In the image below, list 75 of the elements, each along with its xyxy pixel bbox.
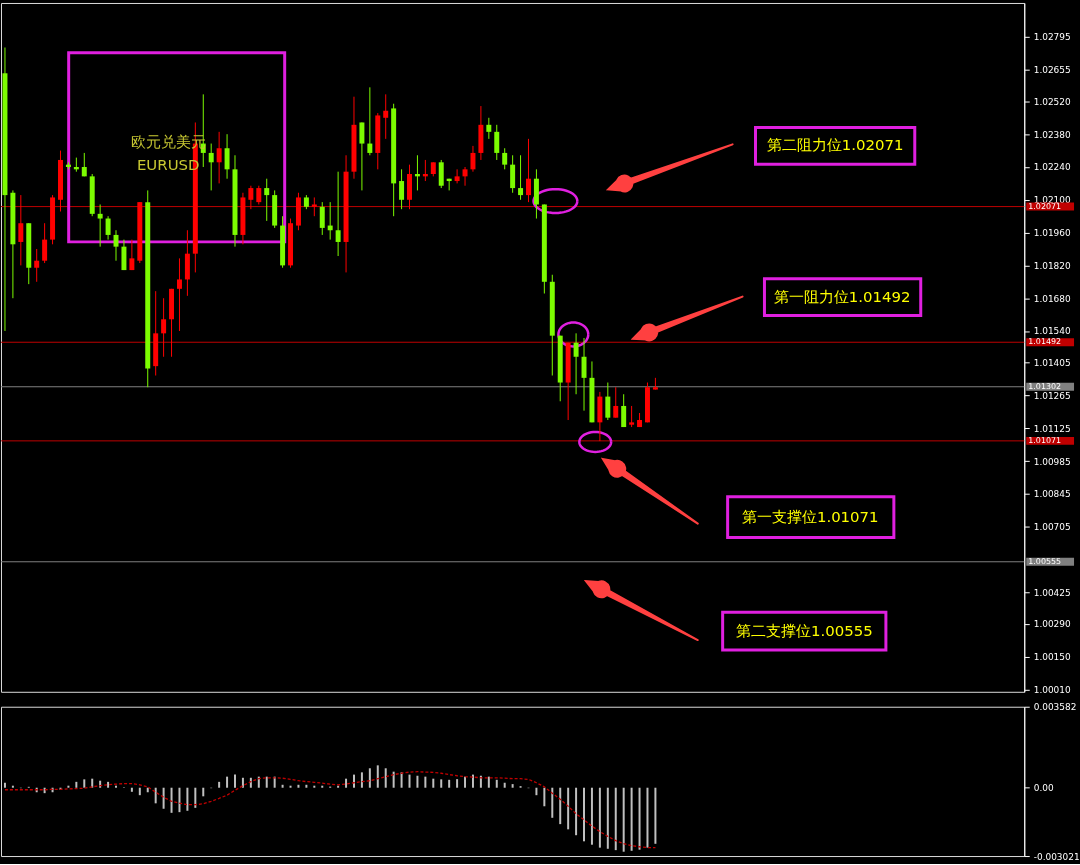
y-tick-label: 1.00010 xyxy=(1033,684,1071,695)
ref-line-label: 1.01071 xyxy=(1028,435,1062,445)
candlestick xyxy=(105,215,111,241)
line-series xyxy=(4,771,657,849)
candlestick xyxy=(121,239,127,271)
y-tick-label: 1.00290 xyxy=(1033,619,1071,630)
candlestick xyxy=(256,185,262,205)
candlestick xyxy=(605,382,611,421)
annotation: 第一阻力位1.01492 xyxy=(773,287,911,306)
y-tick-label: 1.02520 xyxy=(1033,96,1071,107)
bar xyxy=(487,776,490,788)
candlestick xyxy=(399,168,405,210)
y-tick-label: 1.02795 xyxy=(1033,32,1071,43)
candlestick xyxy=(454,168,460,184)
y-tick-label: 1.01960 xyxy=(1033,228,1071,239)
y-tick-label: 0.003582 xyxy=(1033,702,1077,713)
candlestick xyxy=(248,185,254,210)
candlestick xyxy=(161,297,167,358)
candlestick xyxy=(613,386,619,419)
candlestick xyxy=(335,171,341,257)
candlestick xyxy=(264,178,270,222)
candlestick xyxy=(621,393,627,428)
candlestick xyxy=(573,332,579,395)
candlestick xyxy=(129,239,135,271)
y-tick-label: 1.02240 xyxy=(1033,162,1071,173)
candlestick xyxy=(34,248,40,283)
y-tick-label: 1.01405 xyxy=(1033,358,1071,369)
y-tick-label: 0.00 xyxy=(1033,783,1054,794)
candlestick xyxy=(462,166,468,187)
y-tick-label: 1.00845 xyxy=(1033,489,1071,500)
candlestick xyxy=(311,196,317,217)
candlestick xyxy=(359,121,365,191)
y-tick-label: 1.02380 xyxy=(1033,129,1071,140)
annotation: 第二支撑位1.00555 xyxy=(735,622,873,641)
y-tick-label: 1.00985 xyxy=(1033,456,1071,467)
y-tick-label: 1.00705 xyxy=(1033,522,1071,533)
candlestick xyxy=(208,143,214,191)
y-tick-label: 1.00425 xyxy=(1033,587,1071,598)
candlestick xyxy=(383,93,389,140)
candlestick xyxy=(502,147,508,170)
y-tick-label: 1.01125 xyxy=(1033,423,1071,434)
candlestick xyxy=(526,138,531,203)
candlestick xyxy=(216,131,222,184)
candlestick xyxy=(438,159,444,189)
ref-line-label: 1.01492 xyxy=(1028,337,1062,347)
annotation: 第二阻力位1.02071 xyxy=(766,136,904,155)
candlestick xyxy=(470,145,476,173)
candlestick xyxy=(367,86,373,156)
candlestick xyxy=(319,201,325,236)
bar xyxy=(313,785,316,788)
candlestick xyxy=(42,222,48,264)
y-tick-label: 1.01680 xyxy=(1033,293,1071,304)
y-tick-label: 1.01540 xyxy=(1033,326,1071,337)
y-tick-label: 1.02655 xyxy=(1033,65,1071,76)
annotation: 第一支撑位1.01071 xyxy=(741,507,879,526)
candlestick xyxy=(494,124,500,161)
y-tick-label: 1.01265 xyxy=(1033,390,1071,401)
y-tick-label: -0.003021 xyxy=(1033,851,1080,862)
candlestick xyxy=(224,133,230,180)
candlestick xyxy=(629,405,635,428)
candlestick xyxy=(113,229,119,262)
candlestick xyxy=(18,194,24,266)
ref-line-label: 1.00555 xyxy=(1028,556,1062,566)
bar xyxy=(67,785,70,788)
y-tick-label: 1.00150 xyxy=(1033,652,1071,663)
candlestick xyxy=(97,203,103,248)
candlestick xyxy=(581,337,587,412)
bar xyxy=(138,787,141,796)
y-tick-label: 1.01820 xyxy=(1033,260,1071,271)
bar xyxy=(559,787,562,825)
ref-line-label: 1.01302 xyxy=(1028,381,1062,391)
candlestick xyxy=(486,117,492,140)
candlestick xyxy=(510,154,516,194)
candlestick xyxy=(176,257,182,332)
candlestick xyxy=(518,154,524,201)
